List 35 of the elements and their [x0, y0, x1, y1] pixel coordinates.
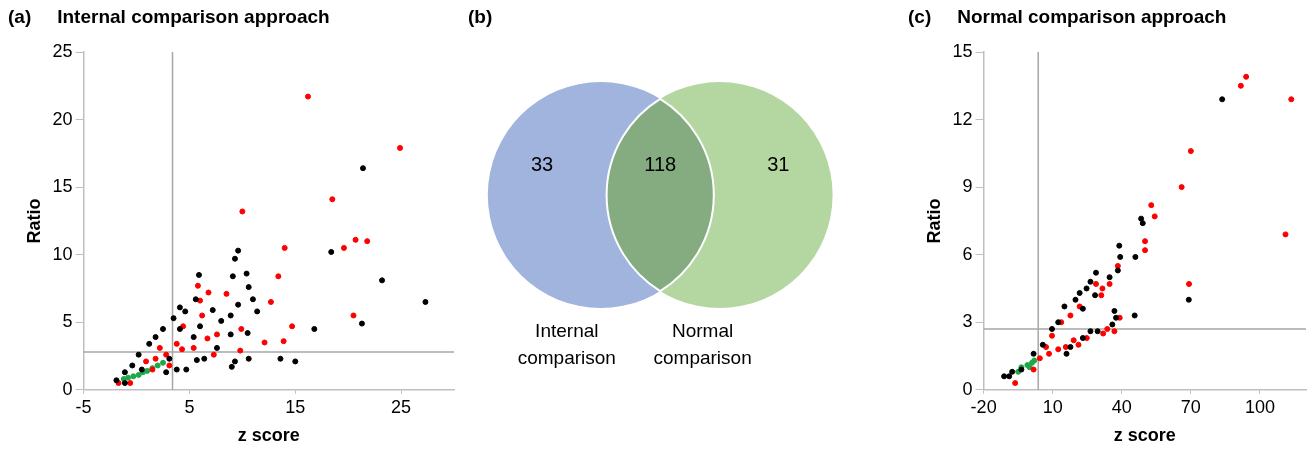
x-tick-label: 70	[1180, 396, 1201, 417]
y-tick-label: 9	[962, 176, 973, 197]
x-axis-title: z score	[237, 425, 300, 446]
y-tick-label: 15	[52, 176, 73, 197]
y-tick-label: 0	[962, 378, 973, 399]
x-tick-label: -20	[970, 396, 997, 417]
x-tick-label: 10	[1042, 396, 1063, 417]
category-label: Normal comparison	[653, 320, 752, 369]
x-tick-label: 5	[184, 396, 195, 417]
x-axis-title: z score	[1113, 425, 1176, 446]
data-label: 31	[767, 152, 790, 175]
chart-title: Normal comparison approach	[957, 6, 1227, 27]
y-tick-label: 3	[962, 311, 973, 332]
y-tick-label: 10	[52, 243, 73, 264]
y-tick-label: 20	[52, 108, 73, 129]
data-label: 33	[530, 152, 554, 175]
y-axis-title: Ratio	[23, 198, 44, 244]
y-tick-label: 0	[62, 378, 73, 399]
x-tick-label: 25	[391, 396, 412, 417]
text: (a)	[8, 6, 32, 27]
text: 118	[644, 152, 677, 175]
y-axis-title: Ratio	[923, 198, 944, 244]
x-tick-label: 40	[1111, 396, 1132, 417]
y-tick-label: 15	[952, 40, 973, 61]
text: (b)	[468, 6, 493, 27]
y-tick-label: 12	[952, 108, 973, 129]
x-tick-label: 15	[285, 396, 306, 417]
chart-title: Internal comparison approach	[57, 6, 330, 27]
text: (c)	[908, 6, 932, 27]
y-tick-label: 25	[52, 40, 73, 61]
y-tick-label: 6	[962, 243, 973, 264]
x-tick-label: -5	[75, 396, 92, 417]
category-label: Internal comparison	[517, 320, 616, 369]
y-tick-label: 5	[62, 311, 73, 332]
x-tick-label: 100	[1244, 396, 1275, 417]
